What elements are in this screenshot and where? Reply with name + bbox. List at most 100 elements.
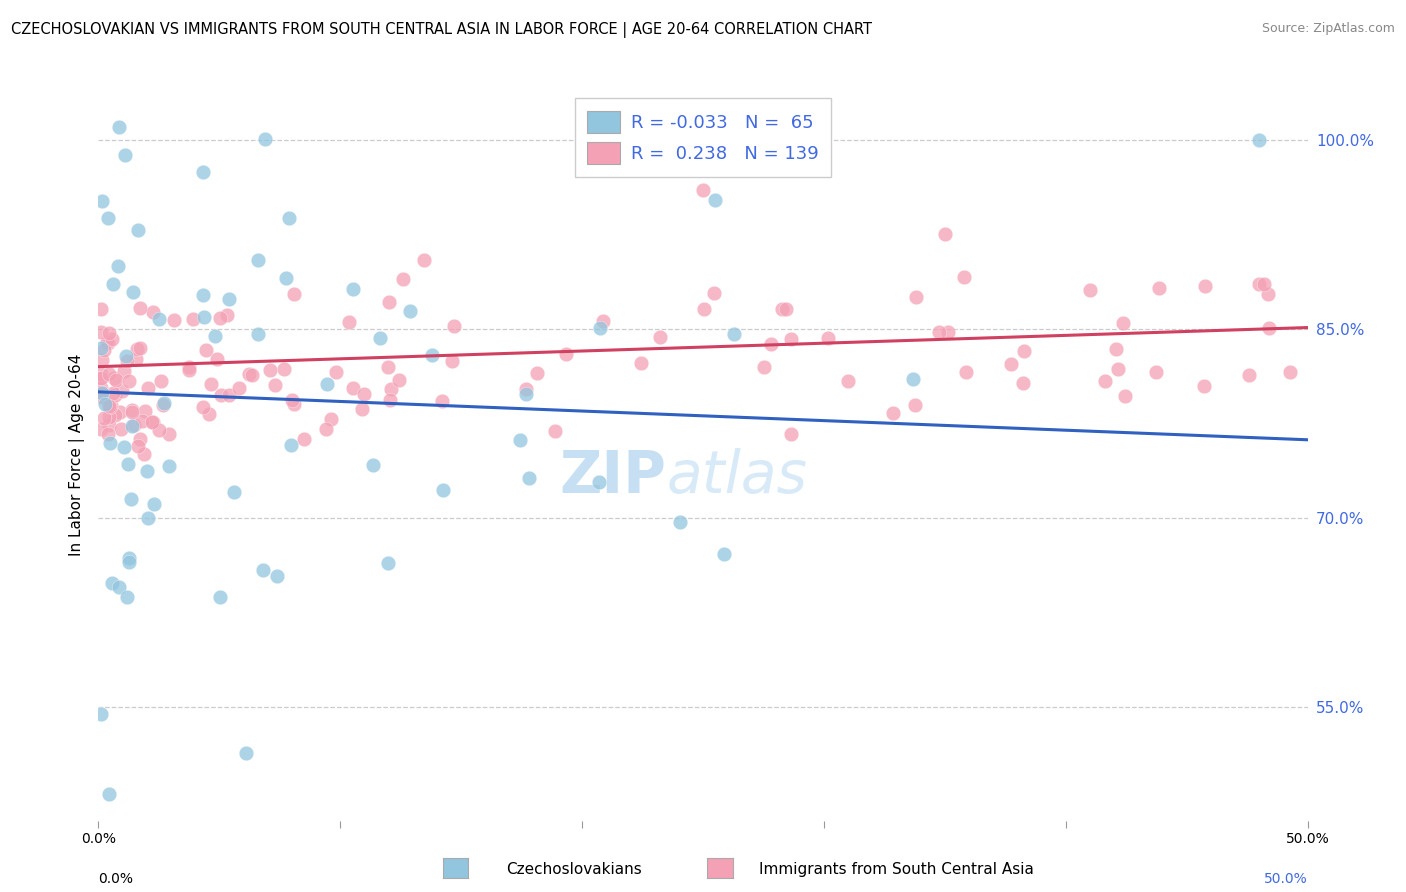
Point xyxy=(240,368,263,382)
Point xyxy=(554,347,576,361)
Point xyxy=(246,326,269,341)
Point xyxy=(377,359,399,374)
Point xyxy=(281,393,304,408)
Point xyxy=(107,120,129,134)
Point xyxy=(588,475,610,490)
Point xyxy=(1147,280,1170,294)
Point xyxy=(388,373,411,387)
Point xyxy=(703,286,725,301)
Point xyxy=(315,422,337,436)
Point xyxy=(152,398,174,412)
Point xyxy=(928,325,950,339)
Point xyxy=(97,409,120,424)
Point xyxy=(380,382,402,396)
Point xyxy=(129,341,152,355)
Point xyxy=(208,310,231,325)
Point xyxy=(1012,343,1035,358)
Point xyxy=(325,365,347,379)
Point xyxy=(350,402,373,417)
Point xyxy=(780,427,803,442)
Point xyxy=(90,302,112,317)
Point xyxy=(368,330,391,344)
Y-axis label: In Labor Force | Age 20-64: In Labor Force | Age 20-64 xyxy=(69,354,84,556)
Point xyxy=(148,423,170,437)
Point xyxy=(114,148,136,162)
Point xyxy=(252,563,274,577)
Point xyxy=(91,353,114,368)
Point xyxy=(111,384,134,398)
Text: Czechoslovakians: Czechoslovakians xyxy=(506,863,643,877)
Point xyxy=(90,194,112,208)
Point xyxy=(90,384,112,399)
Point xyxy=(276,270,298,285)
Point xyxy=(117,457,139,471)
Point xyxy=(589,321,612,335)
Point xyxy=(222,484,245,499)
Point xyxy=(1114,389,1136,403)
Point xyxy=(723,326,745,341)
Point xyxy=(380,393,402,408)
Point xyxy=(235,746,257,760)
Point xyxy=(136,510,159,524)
Point xyxy=(97,336,120,351)
Point xyxy=(817,331,839,345)
Point xyxy=(110,422,132,436)
Point xyxy=(148,312,170,326)
Point xyxy=(1194,279,1216,293)
Point xyxy=(134,404,156,418)
Point xyxy=(127,343,149,357)
Point xyxy=(93,410,115,425)
Point xyxy=(115,350,138,364)
Point xyxy=(280,438,302,452)
Point xyxy=(90,391,112,405)
Point xyxy=(693,301,716,316)
Point xyxy=(104,373,127,387)
Point xyxy=(515,382,537,396)
Point xyxy=(90,381,112,395)
Point xyxy=(754,360,776,375)
Point xyxy=(399,303,422,318)
Point xyxy=(90,386,112,401)
Point xyxy=(205,351,228,366)
Point xyxy=(218,292,240,306)
Point xyxy=(1247,277,1270,291)
Text: 50.0%: 50.0% xyxy=(1264,871,1308,886)
Point xyxy=(1257,321,1279,335)
Point xyxy=(1249,133,1271,147)
Point xyxy=(153,396,176,410)
Point xyxy=(1094,374,1116,388)
Point xyxy=(115,590,138,604)
Point xyxy=(319,411,342,425)
Point xyxy=(97,399,120,413)
Point xyxy=(90,707,112,722)
Point xyxy=(131,414,153,428)
Point xyxy=(103,387,125,401)
Point xyxy=(162,313,184,327)
Point xyxy=(110,404,132,418)
Point xyxy=(1192,379,1215,393)
Point xyxy=(120,491,142,506)
Point xyxy=(127,223,149,237)
Point xyxy=(90,370,112,384)
Point xyxy=(122,285,145,299)
Point xyxy=(181,311,204,326)
Point xyxy=(191,287,214,301)
Point xyxy=(1112,316,1135,330)
Point xyxy=(218,388,240,402)
Point xyxy=(264,378,287,392)
Point xyxy=(1144,365,1167,379)
Point xyxy=(630,356,652,370)
Point xyxy=(1105,342,1128,356)
Point xyxy=(191,165,214,179)
Point xyxy=(1253,277,1275,291)
Point xyxy=(98,400,121,414)
Point xyxy=(118,374,141,388)
Point xyxy=(193,310,215,324)
Point xyxy=(118,551,141,566)
Point xyxy=(278,211,301,225)
Point xyxy=(266,569,288,583)
Point xyxy=(101,385,124,400)
Point xyxy=(253,131,276,145)
Point xyxy=(592,314,614,328)
Point xyxy=(157,427,180,442)
